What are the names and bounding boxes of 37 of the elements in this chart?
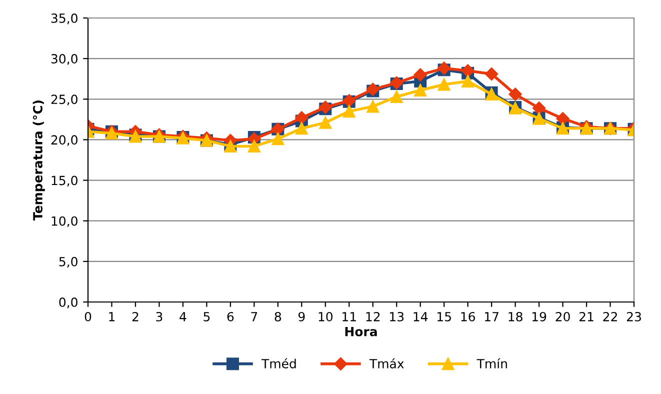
x-tick-label: 14 xyxy=(414,312,428,322)
x-tick-label: 12 xyxy=(366,312,380,322)
x-tick-label: 22 xyxy=(603,312,617,322)
x-tick-label: 20 xyxy=(556,312,570,322)
legend-label: Tmáx xyxy=(369,358,404,368)
x-tick-label: 23 xyxy=(626,312,641,322)
x-tick-label: 8 xyxy=(274,312,282,322)
y-tick-label: 10,0 xyxy=(52,216,78,228)
x-tick-label: 18 xyxy=(508,312,522,322)
y-tick-label: 5,0 xyxy=(59,256,78,268)
x-tick-label: 5 xyxy=(204,312,210,322)
y-axis-title: Temperatura (°C) xyxy=(32,100,45,220)
x-axis-title: Hora xyxy=(345,326,377,336)
y-tick-label: 0,0 xyxy=(59,297,78,308)
y-tick-label: 25,0 xyxy=(51,94,78,106)
x-tick-label: 6 xyxy=(227,312,234,322)
legend-label: Tméd xyxy=(261,358,296,368)
x-tick-label: 11 xyxy=(342,312,356,322)
x-tick-label: 0 xyxy=(84,312,92,322)
x-tick-label: 1 xyxy=(109,312,115,322)
y-tick-label: 20,0 xyxy=(51,135,78,146)
x-tick-label: 9 xyxy=(298,312,305,322)
x-tick-label: 16 xyxy=(461,312,475,322)
x-tick-label: 4 xyxy=(180,312,186,322)
x-tick-label: 15 xyxy=(438,312,451,322)
x-tick-label: 10 xyxy=(318,312,333,322)
y-tick-label: 35,0 xyxy=(51,13,78,24)
x-tick-label: 3 xyxy=(156,312,162,322)
y-tick-label: 30,0 xyxy=(51,54,78,65)
y-tick-label: 15,0 xyxy=(52,176,78,186)
x-tick-label: 17 xyxy=(484,312,498,322)
x-tick-label: 7 xyxy=(251,312,258,322)
x-tick-label: 13 xyxy=(390,312,404,322)
x-tick-label: 19 xyxy=(532,312,546,322)
x-tick-label: 2 xyxy=(132,312,138,322)
legend-label: Tmín xyxy=(476,358,507,368)
x-tick-label: 21 xyxy=(579,312,594,322)
